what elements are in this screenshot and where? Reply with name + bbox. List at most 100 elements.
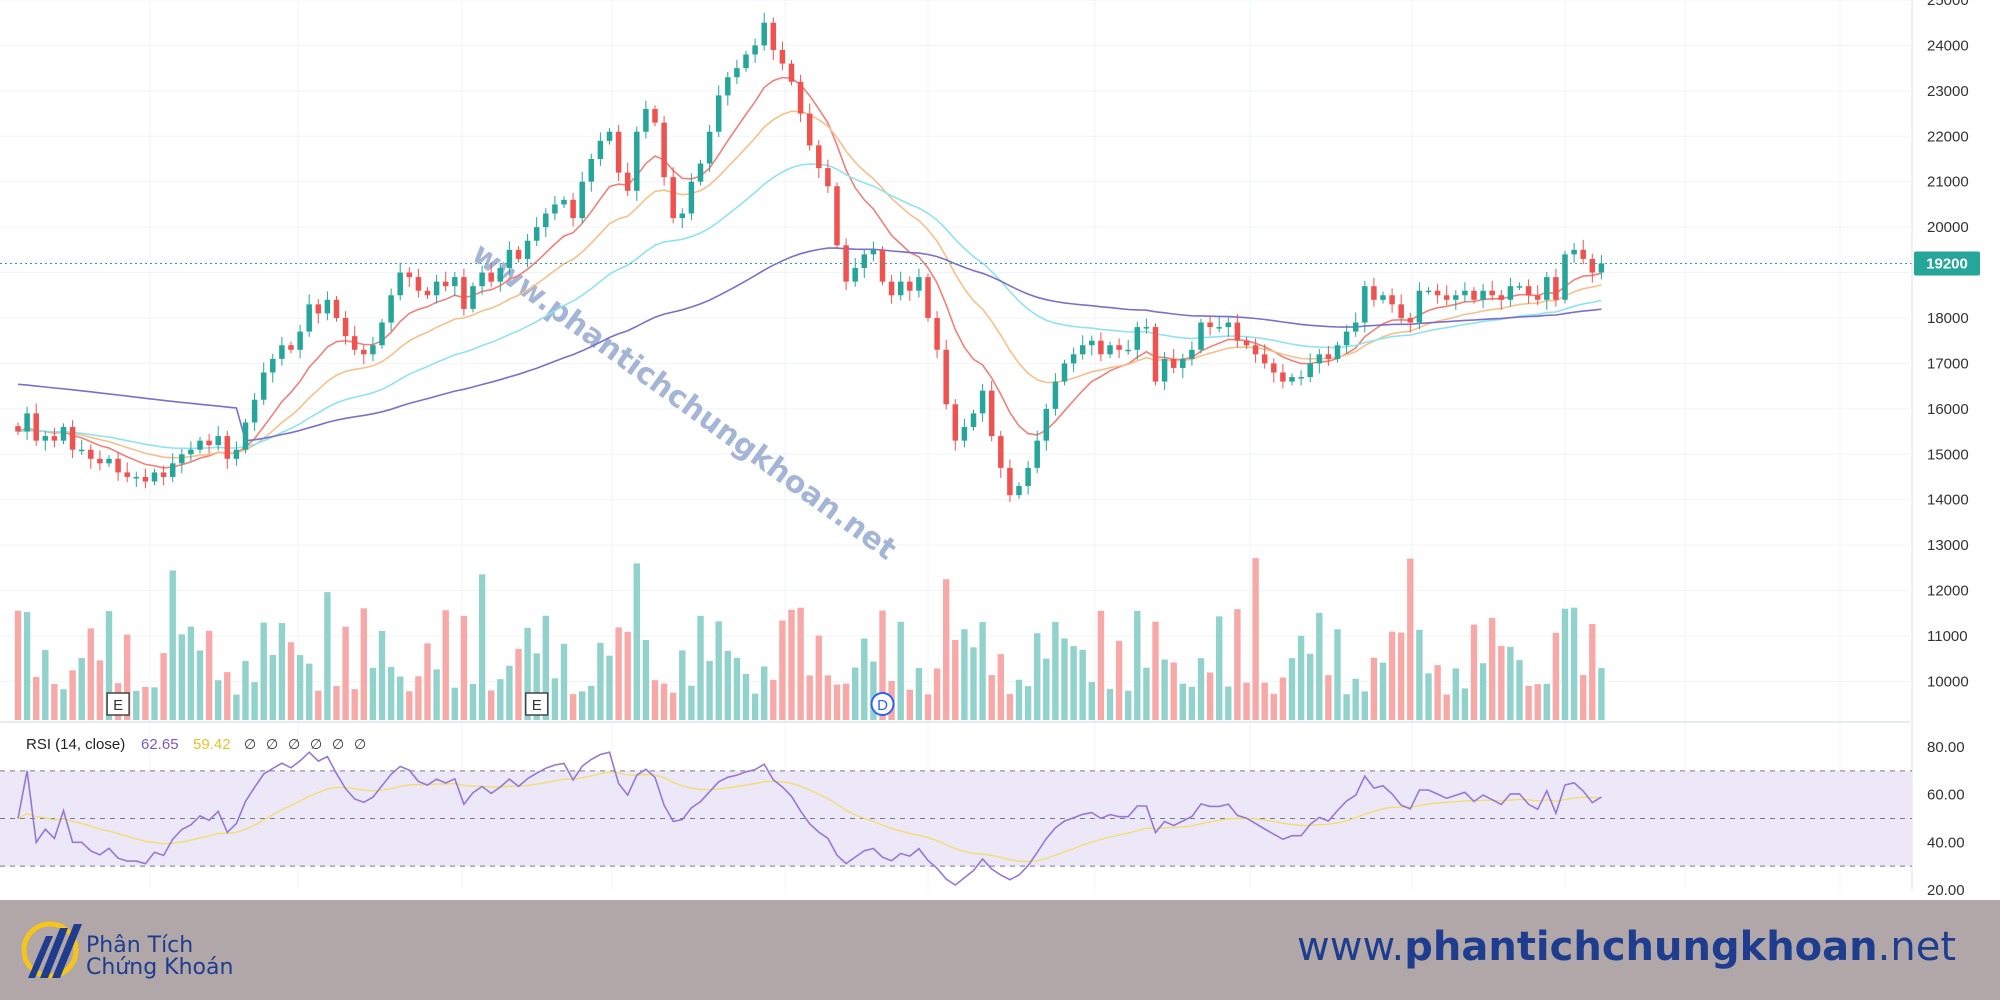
volume-bar: [1516, 660, 1523, 720]
volume-bar: [497, 679, 504, 720]
price-tick-label: 23000: [1927, 83, 1969, 100]
volume-bar: [897, 621, 904, 720]
candle-body: [133, 476, 140, 479]
candle-body: [1161, 358, 1168, 382]
volume-bar: [215, 680, 222, 720]
candle-body: [1298, 377, 1304, 379]
volume-bar: [406, 691, 413, 720]
volume-bar: [751, 693, 759, 720]
volume-bar: [424, 643, 431, 720]
candle-body: [506, 249, 513, 269]
candle-body: [1043, 408, 1050, 441]
candle-body: [1180, 358, 1186, 368]
candle-body: [543, 213, 549, 228]
candle-body: [470, 286, 476, 309]
candle-body: [806, 113, 813, 146]
candle-body: [306, 304, 312, 332]
candle-body: [1407, 317, 1414, 323]
candle-body: [743, 54, 749, 69]
rsi-band: [0, 770, 1912, 867]
volume-bar: [1534, 684, 1541, 720]
candle-body: [270, 358, 276, 373]
volume-bar: [1188, 686, 1196, 720]
event-marker-label: E: [113, 697, 123, 714]
site-url[interactable]: www.phantichchungkhoan.net: [1297, 924, 1956, 970]
volume-bar: [1370, 657, 1378, 720]
volume-bar: [979, 622, 986, 720]
candle-body: [1453, 295, 1459, 300]
candle-body: [1325, 354, 1332, 359]
volume-bar: [551, 678, 559, 720]
volume-bar: [1106, 689, 1114, 720]
candle-body: [916, 277, 922, 291]
volume-bar: [433, 669, 440, 720]
candle-body: [142, 476, 149, 482]
rsi-value: 62.65: [141, 736, 179, 753]
candle-body: [1243, 340, 1250, 346]
candle-body: [415, 277, 422, 291]
candle-body: [169, 463, 176, 477]
candle-body: [1034, 440, 1040, 468]
volume-bar: [933, 668, 941, 720]
brand-logo-icon: [21, 921, 82, 979]
volume-bar: [842, 683, 850, 720]
volume-bar: [1416, 629, 1423, 720]
rsi-axis[interactable]: 80.00 60.00 40.00 20.00: [1927, 739, 1965, 899]
candle-body: [1234, 322, 1241, 341]
volume-bar: [1398, 632, 1405, 720]
volume-bar: [315, 690, 322, 720]
volume-bar: [1452, 668, 1459, 720]
volume-bar: [1361, 691, 1368, 720]
volume-bar: [833, 684, 841, 720]
volume-bar: [1134, 610, 1141, 720]
volume-bar: [78, 658, 85, 720]
candle-body: [160, 472, 167, 477]
volume-bar: [506, 665, 513, 720]
candle-body: [597, 140, 604, 159]
candle-body: [51, 436, 58, 441]
volume-bar: [688, 685, 695, 720]
volume-bar: [251, 682, 258, 720]
volume-bar: [797, 607, 804, 720]
candle-body: [615, 131, 622, 173]
price-tick-label: 20000: [1927, 219, 1969, 236]
volume-bar: [1234, 609, 1241, 720]
volume-bar: [1115, 640, 1123, 720]
volume-bar: [1470, 624, 1478, 720]
volume-bar: [588, 685, 595, 720]
volume-bar: [670, 692, 677, 720]
volume-bar: [324, 592, 331, 720]
volume-bar: [706, 660, 713, 720]
volume-bar: [642, 640, 650, 720]
dividend-marker-icon: [870, 692, 895, 716]
candle-body: [1553, 277, 1559, 300]
volume-bar: [278, 623, 286, 720]
candle-body: [1280, 372, 1286, 382]
candle-body: [1170, 358, 1177, 368]
price-tick-label: 17000: [1927, 355, 1969, 372]
candle-body: [1152, 327, 1159, 382]
candle-body: [315, 304, 322, 314]
candle-body: [1061, 363, 1068, 382]
candle-body: [60, 427, 67, 441]
candle-body: [115, 458, 121, 473]
price-tick-label: 25000: [1927, 0, 1969, 9]
candle-body: [1462, 290, 1468, 296]
candle-body: [1207, 322, 1213, 328]
volume-bar: [1580, 674, 1587, 720]
volume-bar: [1552, 632, 1560, 720]
volume-bar: [1261, 682, 1268, 720]
candle-body: [461, 277, 467, 309]
candle-body: [1289, 377, 1295, 382]
candle-body: [1389, 295, 1395, 305]
volume-bar: [1489, 617, 1496, 720]
rsi-extra-5: ∅: [332, 737, 344, 753]
volume-bar: [460, 615, 468, 720]
price-axis[interactable]: 25000 24000 23000 22000 21000 20000 18000 17000…: [1911, 0, 1969, 890]
volume-bar: [469, 683, 477, 720]
volume-bar: [133, 690, 140, 720]
volume-bar: [397, 676, 404, 720]
volume-bar: [1170, 662, 1177, 720]
